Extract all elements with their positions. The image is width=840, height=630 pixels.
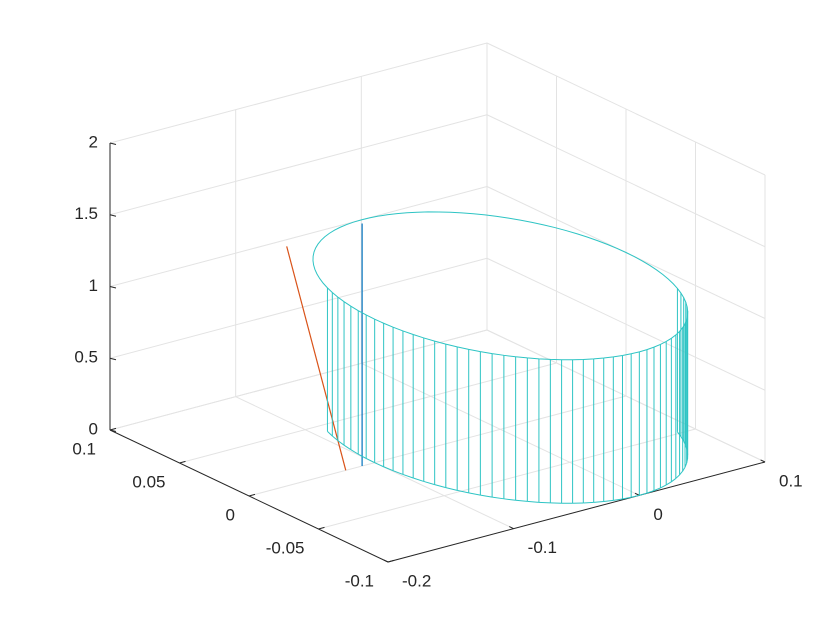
z-tick-label: 0	[89, 419, 98, 438]
tick-mark	[248, 493, 256, 497]
grid-line	[318, 428, 696, 530]
cylinder-rim	[332, 435, 339, 442]
tick-mark	[109, 142, 117, 145]
cylinder-rim	[583, 501, 594, 504]
cylinder-rim	[683, 440, 687, 446]
cylinder-rim	[631, 494, 640, 498]
cylinder-rim	[434, 484, 446, 489]
z-tick-label: 0.5	[74, 348, 98, 367]
cylinder-rim	[337, 440, 345, 446]
cylinder-rim	[480, 494, 493, 498]
grid-line	[486, 42, 766, 176]
cylinder-rim	[677, 431, 682, 437]
y-tick-label: 0	[226, 505, 235, 524]
cylinder-rim	[365, 458, 375, 464]
grid-line	[109, 329, 488, 431]
cylinder-rim	[639, 492, 648, 496]
tick-mark	[179, 460, 186, 464]
z-tick-label: 2	[89, 132, 98, 151]
grid-line	[109, 186, 488, 287]
cylinder-rim	[468, 492, 481, 496]
y-tick-label: 0.1	[72, 439, 96, 458]
x-tick-label: -0.1	[528, 538, 557, 557]
cylinder-rim	[383, 466, 394, 472]
cylinder-rim	[593, 501, 604, 503]
grid-line	[486, 329, 766, 463]
cylinder-rim	[680, 436, 685, 442]
grid-line	[109, 257, 488, 359]
cylinder-rim	[503, 498, 516, 501]
cylinder-rim	[327, 431, 333, 437]
cylinder-rim	[492, 496, 504, 500]
cylinder-rim	[684, 462, 688, 468]
x-tick-label: -0.2	[402, 571, 431, 590]
cylinder-rim	[350, 449, 359, 455]
cylinder-rim	[613, 498, 623, 501]
tick-mark	[109, 357, 117, 361]
axis-line	[387, 461, 766, 563]
y-tick-label: -0.1	[345, 571, 374, 590]
tick-mark	[109, 214, 117, 217]
cylinder-top	[312, 211, 689, 361]
y-tick-label: -0.05	[266, 538, 305, 557]
cylinder-rim	[538, 501, 551, 504]
grid-line	[109, 42, 488, 144]
grid-line	[486, 114, 766, 248]
cylinder-rim	[392, 470, 404, 475]
grid-line	[248, 395, 627, 497]
cylinder-rim	[682, 466, 686, 472]
cylinder-rim	[413, 477, 424, 482]
cylinder-rim	[357, 453, 367, 459]
tick-mark	[760, 459, 766, 463]
tick-mark	[383, 559, 389, 563]
cylinder-rim	[423, 480, 435, 486]
y-tick-label: 0.05	[132, 472, 165, 491]
x-tick-label: 0	[653, 505, 662, 524]
cylinder-rim	[527, 500, 539, 503]
cylinder-rim	[622, 496, 632, 500]
cylinder-rim	[653, 487, 661, 492]
line-series	[286, 246, 347, 471]
grid-line	[179, 362, 557, 464]
tick-mark	[634, 492, 640, 496]
cylinder-rim	[679, 470, 684, 476]
cylinder-rim	[671, 478, 677, 483]
tick-mark	[509, 526, 514, 530]
z-tick-label: 1.5	[74, 204, 98, 223]
tick-mark	[318, 526, 325, 530]
tick-mark	[109, 286, 117, 289]
cylinder-rim	[675, 474, 680, 479]
cylinder-rim	[686, 450, 689, 455]
cylinder-rim	[457, 489, 469, 494]
cylinder-rim	[686, 458, 689, 464]
cylinder-rim	[402, 473, 414, 479]
cylinder-rim	[343, 444, 352, 451]
cylinder-rim	[374, 462, 384, 468]
cylinder-rim	[515, 499, 528, 502]
cylinder-rim	[685, 445, 688, 451]
cylinder-rim	[603, 499, 614, 503]
tick-mark	[387, 559, 395, 563]
cylinder-rim	[445, 487, 458, 491]
x-tick-label: 0.1	[779, 471, 803, 490]
grid-line	[486, 257, 766, 391]
grid-line	[109, 114, 488, 216]
cylinder-rim	[665, 481, 672, 486]
cylinder-rim	[646, 490, 655, 494]
z-tick-label: 1	[89, 276, 98, 295]
tick-mark	[109, 427, 117, 431]
cylinder-rim	[660, 484, 667, 489]
